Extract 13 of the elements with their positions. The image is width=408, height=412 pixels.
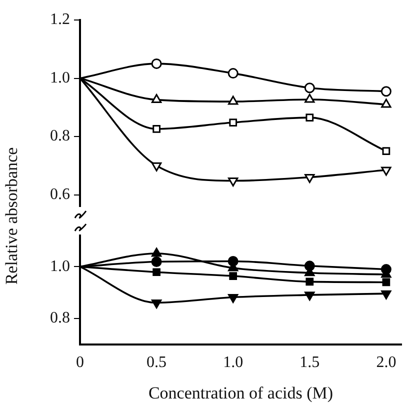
x-tick-label: 0.5 bbox=[146, 354, 167, 372]
x-axis-title: Concentration of acids (M) bbox=[148, 383, 334, 402]
x-tick-label: 1.0 bbox=[223, 354, 244, 372]
y-tick-label: 1.0 bbox=[50, 69, 70, 86]
x-tick-label: 0 bbox=[76, 354, 84, 372]
y-tick-label: 0.8 bbox=[50, 128, 70, 145]
x-tick-label: 2.0 bbox=[376, 354, 396, 372]
y-tick-label: 0.6 bbox=[50, 186, 70, 203]
y-tick-label: 0.8 bbox=[50, 310, 70, 327]
x-tick-label: 1.5 bbox=[300, 354, 320, 372]
y-tick-label: 1.2 bbox=[50, 11, 70, 28]
y-axis-title: Relative absorbance bbox=[2, 147, 22, 285]
y-tick-label: 1.0 bbox=[50, 258, 70, 275]
